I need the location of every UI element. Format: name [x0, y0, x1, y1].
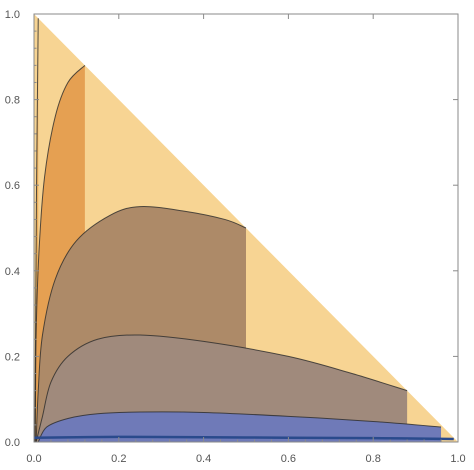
y-tick-label: 0.2: [5, 351, 20, 363]
y-tick-label: 1.0: [5, 9, 20, 21]
y-tick-label: 0.4: [5, 266, 20, 278]
baseline-line: [33, 435, 454, 441]
frame-rect: [33, 13, 459, 443]
baseline-series: [33, 435, 454, 441]
x-tick-label: 0.6: [281, 453, 296, 465]
x-axis-ticks: 0.0 0.2 0.4 0.6 0.8 1.0: [26, 14, 466, 465]
x-tick-label: 0.0: [26, 453, 41, 465]
y-tick-label: 0.8: [5, 95, 20, 107]
contour-lines: [34, 18, 442, 443]
y-tick-label: 0.6: [5, 180, 20, 192]
contour-line-5: [34, 18, 39, 443]
plot-frame: [33, 13, 459, 443]
y-axis-ticks: 0.0 0.2 0.4 0.6 0.8 1.0: [5, 9, 458, 449]
contour-line-1: [37, 411, 442, 443]
x-tick-label: 0.2: [111, 453, 126, 465]
y-tick-label: 0.0: [5, 437, 20, 449]
contour-line-3: [35, 205, 247, 443]
x-tick-label: 1.0: [450, 453, 465, 465]
x-tick-label: 0.4: [196, 453, 211, 465]
x-tick-label: 0.8: [366, 453, 381, 465]
contour-line-2: [35, 334, 408, 443]
